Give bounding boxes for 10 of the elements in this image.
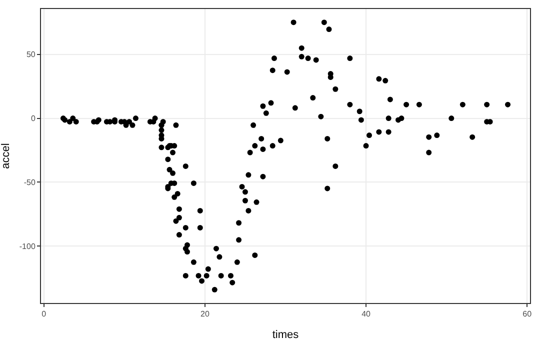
x-tick-label: 60 [522,310,532,319]
y-tick-label: -50 [24,178,36,188]
y-tick-label: 0 [30,114,36,124]
y-tick-label: -100 [19,242,36,251]
x-tick-label: 40 [362,310,372,319]
y-tick-label: 50 [26,50,36,60]
x-axis-title: times [272,329,300,341]
x-tick-label: 0 [42,310,47,319]
y-axis-title: accel [0,143,12,169]
x-tick-label: 20 [200,310,210,319]
